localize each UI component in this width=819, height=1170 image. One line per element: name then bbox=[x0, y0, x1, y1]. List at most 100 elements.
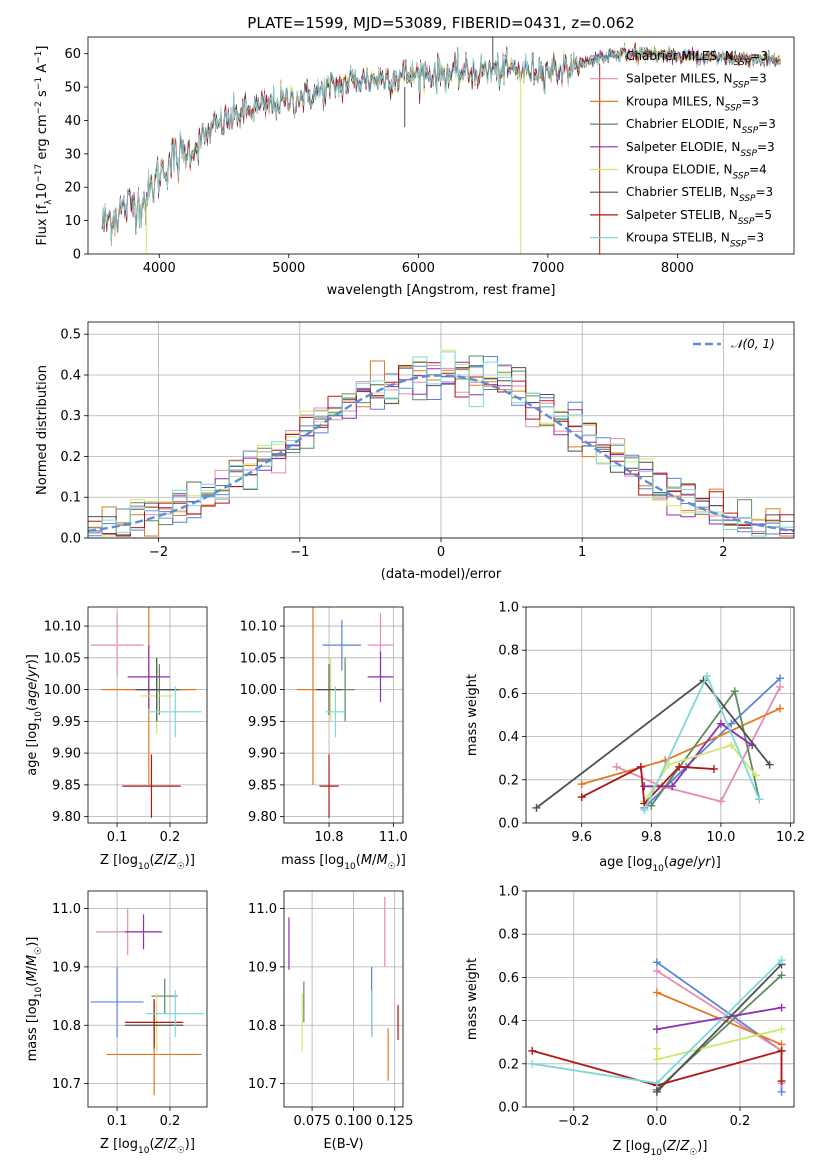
y-tick-label: 0.0 bbox=[498, 1101, 519, 1116]
x-tick-label: 0.0 bbox=[647, 1114, 668, 1129]
weight-point-marker bbox=[755, 795, 764, 804]
weight-point-marker bbox=[668, 782, 677, 791]
weight-point-marker bbox=[636, 762, 645, 771]
legend-entry: Chabrier STELIB, NSSP=3 bbox=[626, 185, 773, 204]
plot-area bbox=[532, 672, 785, 815]
weight-point-marker bbox=[652, 988, 661, 997]
weight-point-marker bbox=[751, 771, 760, 780]
x-tick-label: 0.2 bbox=[730, 1114, 751, 1129]
weight-series-line bbox=[656, 963, 783, 1093]
panel-weight-vs-age: 9.6 9.8 10.0 10.2 0.0 0.2 0.4 0.6 0.8 1.0 age [log… bbox=[465, 601, 805, 875]
weight-point-marker bbox=[652, 1055, 661, 1064]
weight-series-line bbox=[656, 1028, 782, 1061]
y-axis-label: Normed distribution bbox=[35, 365, 50, 495]
errorbar-point bbox=[370, 990, 373, 1037]
weight-point-marker bbox=[528, 1059, 537, 1068]
errorbar-point bbox=[135, 657, 178, 722]
y-tick-label: 9.95 bbox=[248, 715, 277, 730]
x-tick-label: −0.2 bbox=[558, 1114, 590, 1129]
errorbar-point bbox=[325, 686, 346, 738]
x-tick-label: 0.100 bbox=[335, 1114, 372, 1129]
y-tick-label: 0.6 bbox=[498, 687, 519, 702]
errorbar-point bbox=[319, 754, 339, 818]
weight-point-marker bbox=[528, 1046, 537, 1055]
weight-point-marker bbox=[777, 1077, 786, 1086]
axes-frame bbox=[283, 890, 404, 1108]
weight-point-marker bbox=[776, 682, 785, 691]
x-tick-label: 7000 bbox=[531, 261, 564, 276]
legend-entry: Salpeter STELIB, NSSP=5 bbox=[626, 208, 772, 227]
weight-point-marker bbox=[777, 971, 786, 980]
x-tick-label: 4000 bbox=[143, 261, 176, 276]
weight-point-marker bbox=[716, 797, 725, 806]
errorbar-point bbox=[384, 896, 386, 967]
panel-mass-vs-z: 0.1 0.2 10.7 10.8 10.9 11.0 Z [log10(Z/Z☉)] mas… bbox=[25, 890, 208, 1156]
errorbar-point bbox=[125, 914, 163, 950]
weight-point-marker bbox=[640, 782, 649, 791]
y-tick-label: 0.2 bbox=[60, 450, 81, 465]
errorbar-point bbox=[122, 754, 181, 818]
y-tick-label: 40 bbox=[64, 114, 81, 129]
weight-point-marker bbox=[532, 803, 541, 812]
weight-point-marker bbox=[652, 958, 661, 967]
axes-frame bbox=[87, 36, 795, 255]
axes-frame bbox=[87, 321, 795, 539]
errorbar-point bbox=[90, 966, 144, 1037]
y-tick-label: 0.4 bbox=[60, 368, 81, 383]
y-tick-label: 10.00 bbox=[44, 683, 81, 698]
y-tick-label: 10.8 bbox=[248, 1019, 277, 1034]
weight-point-marker bbox=[776, 674, 785, 683]
plot-area bbox=[88, 349, 794, 537]
weight-point-marker bbox=[709, 765, 718, 773]
weight-point-marker bbox=[777, 956, 786, 965]
x-axis-label: E(B-V) bbox=[323, 1137, 363, 1152]
y-tick-label: 0.4 bbox=[498, 730, 519, 745]
legend-entry: 𝒩(0, 1) bbox=[731, 337, 775, 351]
y-tick-label: 0.4 bbox=[498, 1014, 519, 1029]
y-tick-label: 60 bbox=[64, 47, 81, 62]
weight-point-marker bbox=[776, 704, 785, 713]
panel-spectrum: 4000 5000 6000 7000 8000 0 10 20 30 40 50 60 Chabrie… bbox=[34, 36, 795, 298]
weight-point-marker bbox=[702, 672, 711, 681]
y-tick-label: 9.80 bbox=[52, 810, 81, 825]
x-tick-label: 5000 bbox=[272, 261, 305, 276]
weight-point-marker bbox=[727, 719, 736, 728]
errorbar-point bbox=[288, 917, 290, 970]
x-tick-label: 10.8 bbox=[315, 830, 344, 845]
legend-entry: Kroupa MILES, NSSP=3 bbox=[626, 94, 759, 113]
y-tick-label: 0.1 bbox=[60, 491, 81, 506]
y-axis-label: age [log10(age/yr)] bbox=[25, 654, 44, 776]
weight-point-marker bbox=[647, 801, 656, 810]
plot-area bbox=[528, 956, 786, 1096]
y-tick-label: 0.0 bbox=[60, 532, 81, 547]
x-tick-label: 9.8 bbox=[641, 830, 662, 845]
weight-point-marker bbox=[652, 1079, 661, 1088]
plot-area bbox=[296, 607, 394, 818]
y-tick-label: 0.0 bbox=[498, 817, 519, 832]
y-tick-label: 1.0 bbox=[498, 885, 519, 900]
x-axis-label: (data-model)/error bbox=[381, 567, 502, 582]
y-tick-label: 10.10 bbox=[44, 620, 81, 635]
weight-point-marker bbox=[652, 1025, 661, 1034]
y-tick-label: 10.10 bbox=[240, 620, 277, 635]
legend-entry: Salpeter MILES, NSSP=3 bbox=[626, 72, 767, 91]
panel-age-vs-z: 0.1 0.2 9.80 9.85 9.90 9.95 10.00 10.05 10.10 Z [… bbox=[25, 606, 208, 872]
weight-point-marker bbox=[652, 1044, 661, 1053]
y-tick-label: 11.0 bbox=[52, 902, 81, 917]
legend-entry: Kroupa STELIB, NSSP=3 bbox=[626, 231, 764, 250]
y-tick-label: 50 bbox=[64, 81, 81, 96]
y-tick-label: 10.8 bbox=[52, 1019, 81, 1034]
y-tick-label: 0.5 bbox=[60, 328, 81, 343]
x-tick-label: 0.2 bbox=[160, 1114, 181, 1129]
errorbar-point bbox=[127, 645, 170, 709]
y-axis-label: Flux [fλ10−17 erg cm−2 s−1 A−1] bbox=[34, 46, 54, 246]
panel-mass-vs-ebv: 0.075 0.100 0.125 10.7 10.8 10.9 11.0 E(B-V) bbox=[248, 890, 413, 1152]
y-axis-label: mass weight bbox=[465, 674, 480, 756]
weight-point-marker bbox=[675, 762, 684, 771]
y-tick-label: 9.90 bbox=[52, 747, 81, 762]
x-tick-label: 9.6 bbox=[571, 830, 592, 845]
errorbar-point bbox=[125, 999, 184, 1046]
weight-point-marker bbox=[652, 966, 661, 975]
x-axis-label: Z [log10(Z/Z☉)] bbox=[613, 1139, 708, 1158]
